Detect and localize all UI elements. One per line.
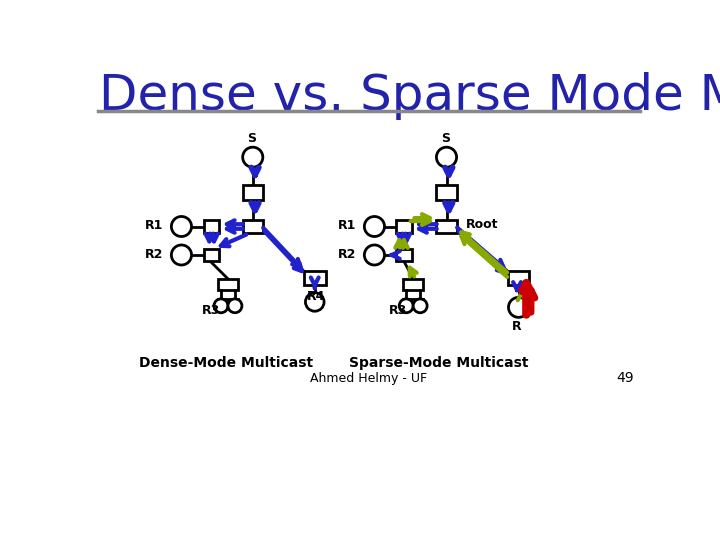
Bar — [243, 220, 263, 233]
Text: Dense vs. Sparse Mode Multicast: Dense vs. Sparse Mode Multicast — [99, 72, 720, 120]
Circle shape — [171, 217, 192, 237]
Bar — [204, 249, 220, 261]
Text: Sparse-Mode Multicast: Sparse-Mode Multicast — [349, 356, 528, 370]
Circle shape — [399, 299, 413, 313]
Text: Dense-Mode Multicast: Dense-Mode Multicast — [138, 356, 312, 370]
Circle shape — [364, 217, 384, 237]
Text: R2: R2 — [338, 248, 356, 261]
Circle shape — [436, 147, 456, 167]
Text: S: S — [248, 132, 256, 145]
Text: R4: R4 — [307, 290, 325, 303]
Text: S: S — [441, 132, 450, 145]
Bar — [396, 249, 412, 261]
Circle shape — [364, 245, 384, 265]
Bar — [508, 271, 529, 285]
Bar — [396, 220, 412, 233]
Circle shape — [214, 299, 228, 313]
Bar — [403, 279, 423, 289]
Bar — [436, 220, 456, 233]
Text: R1: R1 — [338, 219, 356, 232]
Bar — [304, 271, 325, 285]
Circle shape — [171, 245, 192, 265]
Circle shape — [228, 299, 242, 313]
Bar — [218, 279, 238, 289]
Bar — [436, 185, 456, 200]
Text: R3: R3 — [202, 304, 220, 317]
Text: 49: 49 — [616, 371, 634, 385]
Bar — [243, 185, 263, 200]
Text: R2: R2 — [145, 248, 163, 261]
Circle shape — [508, 298, 528, 318]
Circle shape — [413, 299, 427, 313]
Text: Ahmed Helmy - UF: Ahmed Helmy - UF — [310, 372, 428, 384]
Text: R1: R1 — [145, 219, 163, 232]
Bar — [204, 220, 220, 233]
Text: Root: Root — [466, 219, 498, 232]
Circle shape — [243, 147, 263, 167]
Text: R3: R3 — [389, 304, 407, 317]
Text: R: R — [512, 320, 522, 333]
Circle shape — [305, 293, 324, 311]
